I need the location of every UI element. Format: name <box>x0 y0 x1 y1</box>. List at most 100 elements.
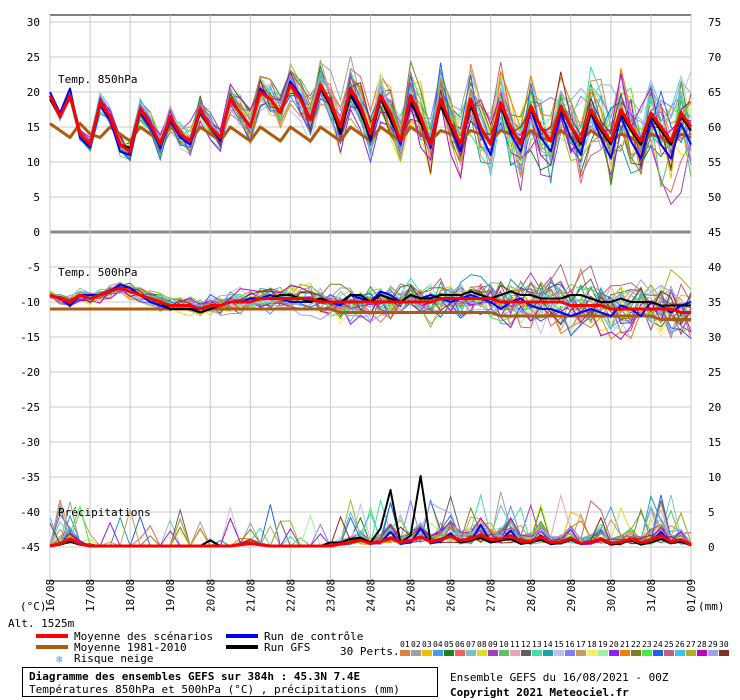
chart-title: Diagramme des ensembles GEFS sur 384h : … <box>29 670 361 683</box>
perturbation-swatch <box>422 650 432 656</box>
perturbation-id-label: 21 <box>620 640 630 649</box>
perturbation-swatch <box>411 650 421 656</box>
perturbation-id-label: 28 <box>697 640 707 649</box>
right-tick-label: 0 <box>708 541 715 554</box>
perturbation-id-label: 09 <box>488 640 498 649</box>
left-axis: 30 25 20 15 10 5 0 -5 -10 -15 -20 -25 -30 -35 -40 -45 <box>20 16 40 554</box>
right-tick-label: 5 <box>708 506 715 519</box>
perturbation-id-label: 02 <box>411 640 421 649</box>
x-tick-label: 16/08 <box>44 579 57 612</box>
left-tick-label: -35 <box>20 471 40 484</box>
x-tick-label: 17/08 <box>84 579 97 612</box>
perturbation-id-label: 04 <box>433 640 443 649</box>
copyright-label: Copyright 2021 Meteociel.fr <box>450 686 629 699</box>
right-tick-label: 20 <box>708 401 721 414</box>
perturbation-swatch <box>565 650 575 656</box>
perturbation-swatch <box>609 650 619 656</box>
perturbation-id-label: 26 <box>675 640 685 649</box>
x-tick-label: 01/09 <box>685 579 698 612</box>
left-tick-label: -25 <box>20 401 40 414</box>
right-tick-label: 75 <box>708 16 721 29</box>
perturbation-id-label: 01 <box>400 640 410 649</box>
perturbation-swatch <box>686 650 696 656</box>
perturbation-swatch <box>653 650 663 656</box>
left-tick-label: -30 <box>20 436 40 449</box>
chart-subtitle: Températures 850hPa et 500hPa (°C) , pré… <box>29 683 400 696</box>
left-tick-label: 10 <box>27 156 40 169</box>
perturbation-id-label: 14 <box>543 640 553 649</box>
perturbation-id-label: 13 <box>532 640 542 649</box>
ensemble-run-label: Ensemble GEFS du 16/08/2021 - 00Z <box>450 671 669 684</box>
right-tick-label: 45 <box>708 226 721 239</box>
legend-gfs-label: Run GFS <box>264 641 310 654</box>
perturbation-id-label: 15 <box>554 640 564 649</box>
x-tick-label: 23/08 <box>324 579 337 612</box>
legend-mean-label: Moyenne des scénarios <box>74 630 213 643</box>
perturbation-swatch <box>510 650 520 656</box>
perturbation-id-label: 29 <box>708 640 718 649</box>
perturbation-swatch <box>719 650 729 656</box>
legend-climate-label: Moyenne 1981-2010 <box>74 641 187 654</box>
perturbation-swatch <box>708 650 718 656</box>
perturbation-id-label: 16 <box>565 640 575 649</box>
legend-snow-label: Risque neige <box>74 652 153 665</box>
left-tick-label: 30 <box>27 16 40 29</box>
perturbation-count-label: 30 Perts. <box>340 645 400 658</box>
x-tick-label: 29/08 <box>565 579 578 612</box>
perturbation-id-label: 05 <box>444 640 454 649</box>
main-series-lines <box>48 80 693 548</box>
x-tick-label: 30/08 <box>605 579 618 612</box>
t500-panel-label: Temp. 500hPa <box>58 266 137 279</box>
perturbation-line-500 <box>49 283 692 323</box>
perturbation-id-label: 17 <box>576 640 586 649</box>
left-tick-label: -10 <box>20 296 40 309</box>
left-tick-label: -45 <box>20 541 40 554</box>
perturbation-swatch <box>521 650 531 656</box>
right-tick-label: 15 <box>708 436 721 449</box>
x-tick-label: 27/08 <box>485 579 498 612</box>
perturbation-swatch <box>664 650 674 656</box>
perturbation-swatch <box>587 650 597 656</box>
x-tick-label: 26/08 <box>445 579 458 612</box>
x-tick-label: 25/08 <box>405 579 418 612</box>
left-tick-label: 25 <box>27 51 40 64</box>
perturbation-swatch <box>433 650 443 656</box>
right-axis-unit: (mm) <box>698 600 725 613</box>
perturbation-id-label: 06 <box>455 640 465 649</box>
x-tick-label: 21/08 <box>244 579 257 612</box>
perturbation-id-label: 24 <box>653 640 663 649</box>
perturbation-swatch <box>466 650 476 656</box>
x-tick-label: 20/08 <box>204 579 217 612</box>
x-tick-label: 22/08 <box>284 579 297 612</box>
left-tick-label: -40 <box>20 506 40 519</box>
perturbation-swatch <box>444 650 454 656</box>
perturbation-id-label: 20 <box>609 640 619 649</box>
snow-icon: ❄ <box>56 653 63 666</box>
perturbation-id-label: 08 <box>477 640 487 649</box>
perturbation-id-label: 30 <box>719 640 729 649</box>
right-tick-label: 25 <box>708 366 721 379</box>
series-line-t850-2 <box>49 80 692 160</box>
perturbation-swatch <box>631 650 641 656</box>
info-box: Diagramme des ensembles GEFS sur 384h : … <box>22 667 438 697</box>
left-tick-label: -15 <box>20 331 40 344</box>
series-line-t850-0 <box>48 83 693 153</box>
perturbation-line-500 <box>49 285 692 335</box>
right-tick-label: 40 <box>708 261 721 274</box>
perturbation-id-label: 11 <box>510 640 520 649</box>
perturbation-id-label: 18 <box>587 640 597 649</box>
perturbation-swatch <box>675 650 685 656</box>
perturbation-swatch <box>620 650 630 656</box>
perturbation-swatch <box>576 650 586 656</box>
perturbation-swatch <box>598 650 608 656</box>
left-tick-label: -5 <box>27 261 40 274</box>
left-tick-label: 5 <box>33 191 40 204</box>
right-tick-label: 70 <box>708 51 721 64</box>
left-tick-label: 15 <box>27 121 40 134</box>
precip-panel-label: Précipitations <box>58 506 151 519</box>
right-tick-label: 30 <box>708 331 721 344</box>
perturbation-id-label: 12 <box>521 640 531 649</box>
x-tick-label: 19/08 <box>164 579 177 612</box>
